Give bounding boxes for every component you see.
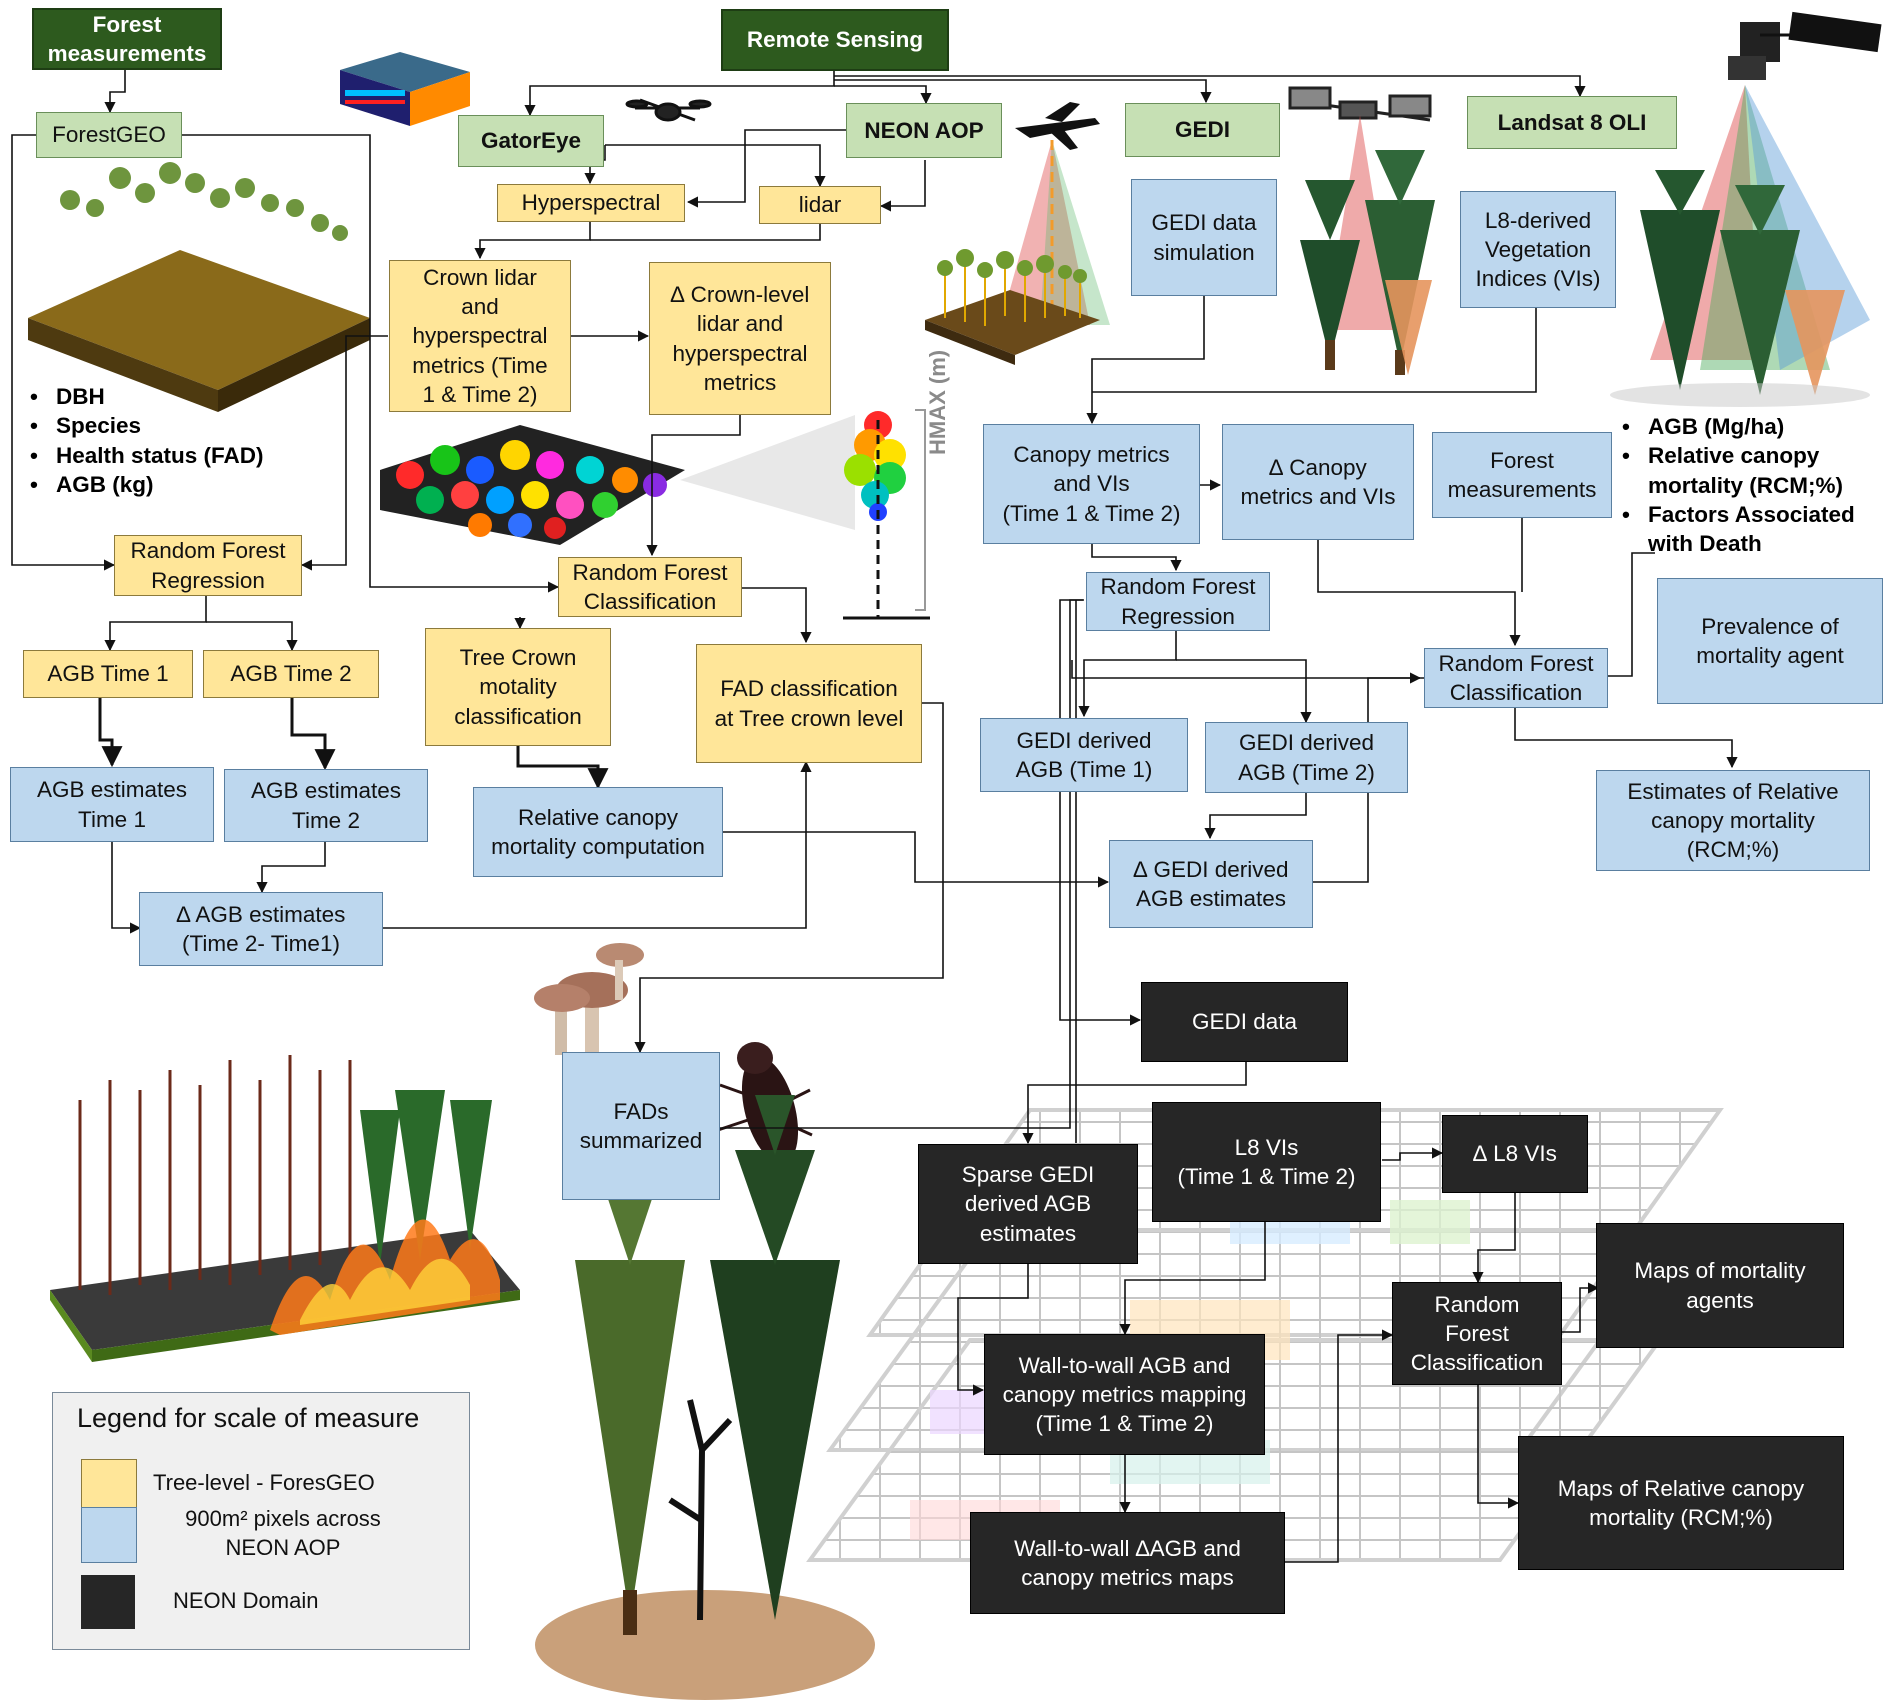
conifer-trees-landsat-illustration — [1610, 170, 1870, 407]
legend-swatch-tree-level — [81, 1459, 137, 1515]
airplane-icon — [1015, 102, 1100, 150]
wall-to-wall-mapping-box: Wall-to-wall AGB and canopy metrics mapp… — [984, 1334, 1265, 1455]
gedi-source: GEDI — [1125, 103, 1280, 157]
delta-agb-estimates-box: ∆ AGB estimates (Time 2- Time1) — [139, 892, 383, 966]
field-variable: Health status (FAD) — [26, 441, 264, 471]
gedi-agb-time1-box: GEDI derived AGB (Time 1) — [980, 718, 1188, 792]
outcome-list: AGB (Mg/ha) Relative canopy mortality (R… — [1618, 412, 1890, 558]
sparse-gedi-agb-box: Sparse GEDI derived AGB estimates — [918, 1144, 1138, 1264]
rf-classification-domain-box: Random Forest Classification — [1392, 1282, 1562, 1385]
airplane-scan-cone-2 — [1040, 140, 1110, 325]
rf-classification-pixel-box: Random Forest Classification — [1424, 648, 1608, 708]
single-tree-height-profile — [843, 409, 930, 620]
conifer-trees-gedi-illustration — [1300, 150, 1435, 375]
lidar-box: lidar — [759, 186, 881, 224]
relative-canopy-computation-box: Relative canopy mortality computation — [473, 787, 723, 877]
trees-with-dead-snag-illustration — [535, 1095, 875, 1700]
agb-time2-box: AGB Time 2 — [203, 650, 379, 698]
burning-forest-illustration — [50, 1055, 520, 1362]
legend-title: Legend for scale of measure — [77, 1403, 420, 1433]
gedi-agb-time2-box: GEDI derived AGB (Time 2) — [1205, 722, 1408, 793]
fad-classification-box: FAD classification at Tree crown level — [696, 644, 922, 763]
forest-measurements-header: Forest measurements — [32, 8, 222, 70]
hyperspectral-box: Hyperspectral — [497, 184, 685, 222]
estimates-rcm-box: Estimates of Relative canopy mortality (… — [1596, 770, 1870, 871]
agb-estimates-time1-box: AGB estimates Time 1 — [10, 767, 214, 842]
field-variables-list: DBH Species Health status (FAD) AGB (kg) — [26, 382, 264, 499]
forest-plot-small-illustration — [925, 249, 1100, 365]
rf-classification-tree-box: Random Forest Classification — [558, 557, 742, 617]
delta-canopy-metrics-box: ∆ Canopy metrics and VIs — [1222, 424, 1414, 540]
zoom-beam — [680, 415, 855, 530]
landsat-source: Landsat 8 OLI — [1467, 96, 1677, 149]
maps-rcm-box: Maps of Relative canopy mortality (RCM;%… — [1518, 1436, 1844, 1570]
forestgeo-plot-illustration — [28, 162, 370, 412]
legend: Legend for scale of measure Tree-level -… — [52, 1392, 470, 1650]
rf-regression-pixel-box: Random Forest Regression — [1086, 572, 1270, 631]
neon-aop-source: NEON AOP — [846, 103, 1002, 158]
remote-sensing-header: Remote Sensing — [721, 9, 949, 71]
forestgeo-source: ForestGEO — [36, 112, 182, 158]
prevalence-mortality-box: Prevalence of mortality agent — [1657, 578, 1883, 704]
field-variable: Species — [26, 411, 264, 441]
hmax-axis-label: HMAX (m) — [925, 349, 950, 455]
delta-l8-vis-box: ∆ L8 VIs — [1442, 1115, 1588, 1193]
gedi-data-box: GEDI data — [1141, 982, 1348, 1062]
agb-estimates-time2-box: AGB estimates Time 2 — [224, 769, 428, 842]
drone-icon — [625, 98, 712, 122]
hyperspectral-cube-illustration — [340, 52, 470, 126]
outcome-item: Relative canopy mortality (RCM;%) — [1618, 441, 1890, 500]
canopy-metrics-box: Canopy metrics and VIs (Time 1 & Time 2) — [983, 424, 1200, 544]
agb-time1-box: AGB Time 1 — [23, 650, 193, 698]
airplane-scan-cone — [1000, 140, 1090, 325]
l8-vegetation-indices-box: L8-derived Vegetation Indices (VIs) — [1460, 191, 1616, 308]
outcome-item: AGB (Mg/ha) — [1618, 412, 1890, 442]
mushroom-fungi-icon — [534, 943, 644, 1060]
crown-metrics-box: Crown lidar and hyperspectral metrics (T… — [389, 260, 571, 412]
fads-summarized-box: FADs summarized — [562, 1052, 720, 1200]
rf-regression-tree-box: Random Forest Regression — [114, 535, 302, 596]
space-station-icon — [1288, 86, 1432, 122]
legend-label-tree-level: Tree-level - ForesGEO — [153, 1470, 375, 1495]
gedi-simulation-box: GEDI data simulation — [1131, 179, 1277, 296]
legend-label-domain: NEON Domain — [173, 1588, 319, 1613]
field-variable: AGB (kg) — [26, 470, 264, 500]
outcome-item: Factors Associated with Death — [1618, 500, 1890, 559]
l8-vis-box: L8 VIs (Time 1 & Time 2) — [1152, 1102, 1381, 1222]
gatoreye-source: GatorEye — [458, 115, 604, 167]
legend-swatch-pixel-level — [81, 1507, 137, 1563]
legend-label-pixel-level: 900m² pixels across NEON AOP — [185, 1506, 381, 1560]
tree-crown-mortality-box: Tree Crown motality classification — [425, 628, 611, 746]
delta-gedi-agb-box: ∆ GEDI derived AGB estimates — [1109, 840, 1313, 928]
landsat-satellite-icon — [1728, 11, 1882, 80]
field-variable: DBH — [26, 382, 264, 412]
forest-measurements-box: Forest measurements — [1432, 432, 1612, 518]
crown-segmentation-point-cloud-illustration — [380, 425, 685, 545]
wall-to-wall-delta-maps-box: Wall-to-wall ∆AGB and canopy metrics map… — [970, 1512, 1285, 1614]
delta-crown-metrics-box: ∆ Crown-level lidar and hyperspectral me… — [649, 262, 831, 415]
maps-mortality-agents-box: Maps of mortality agents — [1596, 1223, 1844, 1348]
legend-swatch-domain — [81, 1575, 135, 1629]
